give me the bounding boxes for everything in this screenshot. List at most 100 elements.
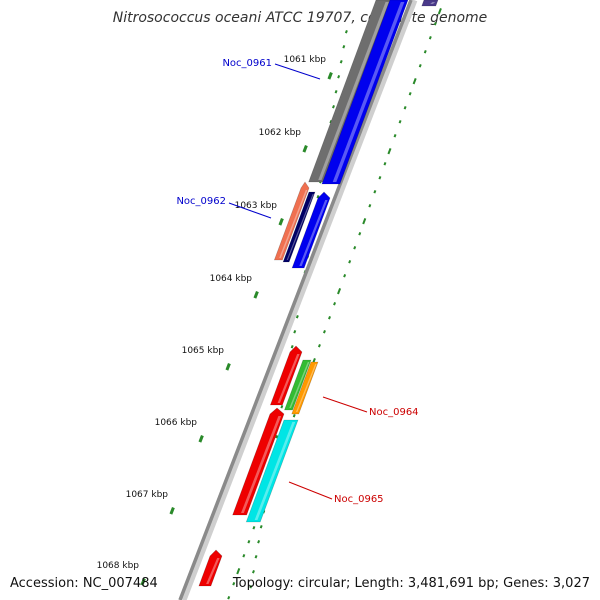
gene-green-bar-highlight: [289, 362, 310, 408]
tick-dot: [259, 525, 263, 529]
tick-mark-major: [437, 7, 442, 15]
gene-label-noc-0961[interactable]: Noc_0961: [222, 58, 272, 69]
gene-noc-0962-bar-a: [273, 181, 310, 261]
genome-backbone: [178, 0, 418, 600]
tick-mark-major: [362, 217, 367, 225]
gene-noc-0963-bar: [291, 191, 331, 269]
tick-dot: [290, 345, 294, 349]
gene-label-noc-0964[interactable]: Noc_0964: [369, 407, 419, 418]
kbp-label: 1068 kbp: [97, 561, 140, 571]
tick-dot: [251, 570, 255, 574]
tick-dot: [275, 435, 279, 439]
tick-dot: [337, 75, 341, 79]
tick-dot: [328, 315, 331, 320]
gene-red-bar-1-highlight: [277, 354, 300, 403]
kbp-tick: [278, 218, 284, 226]
tick-dot: [398, 120, 402, 124]
kbp-tick: [253, 291, 259, 299]
tick-dot: [418, 64, 422, 68]
gene-leader-line: [274, 63, 321, 80]
tick-dot: [249, 585, 253, 589]
tick-dot: [232, 582, 236, 586]
kbp-scale: 1061 kbp 1062 kbp 1063 kbp 1064 kbp 1065 kbp…: [97, 55, 333, 586]
gene-leader-line: [288, 481, 333, 500]
accession-text: Accession: NC_007484: [10, 576, 158, 591]
tick-dot: [353, 245, 357, 250]
tick-dot: [428, 35, 432, 40]
tick-dot: [252, 526, 256, 530]
tick-dot: [334, 89, 338, 94]
tick-mark-major: [412, 78, 417, 85]
tick-dot: [247, 540, 251, 544]
tick-dot: [373, 189, 377, 194]
tick-dot: [423, 49, 427, 54]
gene-noc-0965-bar: [245, 419, 299, 523]
kbp-tick: [169, 507, 175, 515]
tick-dot: [393, 133, 397, 138]
tick-dot: [227, 596, 231, 600]
tick-mark-major: [387, 147, 392, 155]
gene-top-bar-highlight: [430, 2, 436, 4]
tick-dot: [408, 91, 412, 96]
gene-red-bar-3-highlight: [206, 558, 220, 584]
tick-dot: [433, 22, 437, 26]
gene-leader-line: [322, 396, 368, 413]
gene-noc-0962-bar-b-highlight: [286, 194, 314, 260]
backbone-halo: [179, 0, 418, 600]
gene-noc-0965-bar-highlight: [254, 422, 296, 520]
gene-red-bar-3: [198, 549, 223, 587]
gene-noc-0961-bar-highlight: [332, 2, 405, 182]
gene-label-noc-0962[interactable]: Noc_0962: [176, 196, 226, 207]
gene-red-bar-1: [269, 345, 303, 406]
tick-dot: [342, 44, 346, 49]
tick-dot: [293, 330, 297, 334]
genome-summary-text: Topology: circular; Length: 3,481,691 bp…: [232, 576, 590, 591]
tick-dot: [343, 274, 347, 278]
tick-dot: [378, 175, 382, 180]
tick-dot: [292, 414, 296, 418]
kbp-label: 1063 kbp: [235, 201, 278, 211]
tick-dot: [257, 540, 261, 544]
gene-noc-0962-bar-b: [282, 191, 316, 263]
backbone-line: [178, 0, 413, 600]
genome-title: Nitrosococcus oceani ATCC 19707, complet…: [113, 10, 488, 26]
kbp-tick: [302, 145, 308, 153]
gene-noc-0964-bar: [291, 361, 319, 415]
gene-noc-0962-bar-a-highlight: [279, 190, 308, 258]
tick-dot: [333, 301, 337, 306]
gene-label-noc-0965[interactable]: Noc_0965: [334, 494, 384, 505]
gene-labels: Noc_0961 Noc_0962 Noc_0964 Noc_0965: [176, 58, 418, 505]
tick-dot: [317, 344, 321, 348]
kbp-tick: [140, 577, 146, 586]
tick-mark-major: [337, 287, 342, 295]
kbp-tick: [327, 72, 333, 80]
kbp-label: 1064 kbp: [210, 274, 253, 284]
kbp-label: 1066 kbp: [155, 418, 198, 428]
tick-dot: [295, 314, 299, 319]
tick-dot: [383, 161, 387, 166]
kbp-label: 1065 kbp: [182, 346, 225, 356]
gene-noc-0963-bar-highlight: [299, 200, 328, 266]
tick-dot: [348, 259, 352, 264]
tick-mark-major: [236, 568, 241, 575]
tick-dot: [368, 203, 372, 208]
kbp-label: 1062 kbp: [259, 128, 302, 138]
gene-noc-0960-bar-highlight: [318, 2, 389, 180]
gene-red-bar-2: [232, 407, 285, 516]
gene-green-bar: [284, 359, 312, 411]
tick-dot: [403, 106, 407, 110]
gene-top-bar: [421, 0, 439, 7]
tick-dot: [254, 555, 258, 559]
tick-dot: [242, 554, 246, 558]
tick-dot: [344, 30, 348, 34]
tick-dot: [339, 59, 343, 64]
tick-dot: [332, 105, 335, 109]
gene-leader-line: [228, 202, 272, 219]
tick-dot: [280, 404, 284, 409]
tick-dot: [323, 330, 326, 334]
gene-track: [198, 0, 439, 587]
kbp-tick: [225, 363, 231, 371]
kbp-tick: [198, 435, 204, 443]
kbp-label: 1061 kbp: [284, 55, 327, 65]
